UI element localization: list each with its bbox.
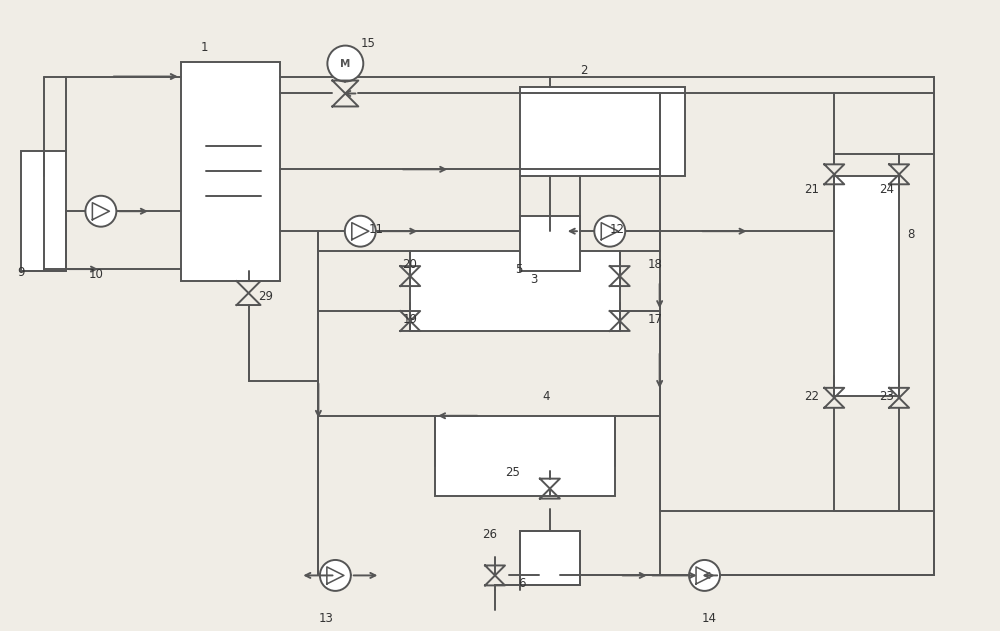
Bar bbox=[435, 416, 615, 495]
Bar bbox=[520, 216, 580, 271]
Text: 29: 29 bbox=[259, 290, 274, 303]
Text: 14: 14 bbox=[702, 612, 717, 625]
Text: 19: 19 bbox=[402, 313, 417, 326]
Circle shape bbox=[594, 216, 625, 247]
Text: 17: 17 bbox=[648, 313, 663, 326]
Circle shape bbox=[689, 560, 720, 591]
Text: 18: 18 bbox=[648, 258, 663, 271]
Text: 11: 11 bbox=[368, 223, 383, 236]
Text: 22: 22 bbox=[804, 390, 819, 403]
Text: 9: 9 bbox=[17, 266, 25, 279]
Text: 15: 15 bbox=[360, 37, 375, 50]
Bar bbox=[410, 251, 620, 331]
Bar bbox=[520, 86, 685, 176]
Text: 6: 6 bbox=[518, 577, 525, 591]
Text: 8: 8 bbox=[907, 228, 914, 241]
Text: 3: 3 bbox=[530, 273, 537, 286]
Bar bbox=[520, 531, 580, 586]
Text: M: M bbox=[340, 59, 351, 69]
Bar bbox=[181, 62, 280, 281]
Text: 13: 13 bbox=[318, 612, 333, 625]
Text: 26: 26 bbox=[482, 528, 497, 541]
Text: 10: 10 bbox=[89, 268, 104, 281]
Text: 24: 24 bbox=[879, 183, 894, 196]
Text: 12: 12 bbox=[610, 223, 625, 236]
Circle shape bbox=[327, 45, 363, 81]
Text: 5: 5 bbox=[515, 263, 522, 276]
Text: 20: 20 bbox=[402, 258, 417, 271]
Circle shape bbox=[345, 216, 376, 247]
Text: 2: 2 bbox=[580, 64, 587, 76]
Text: 25: 25 bbox=[505, 466, 520, 479]
Circle shape bbox=[320, 560, 351, 591]
Bar bbox=[834, 176, 899, 396]
Text: 4: 4 bbox=[542, 390, 549, 403]
Text: 23: 23 bbox=[879, 390, 894, 403]
Bar bbox=[21, 151, 66, 271]
Text: 21: 21 bbox=[804, 183, 819, 196]
Text: 1: 1 bbox=[201, 40, 208, 54]
Circle shape bbox=[85, 196, 116, 227]
